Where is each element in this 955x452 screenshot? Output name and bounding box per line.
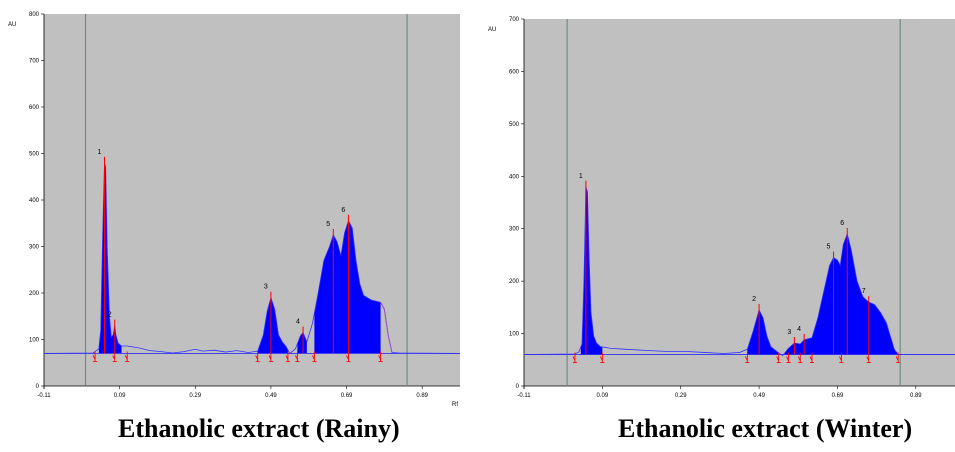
y-tick-label: 200 (29, 291, 40, 297)
y-tick-label: 100 (509, 332, 520, 338)
y-tick-label: 500 (29, 152, 40, 158)
integration-marker (866, 352, 871, 363)
integration-marker (294, 351, 300, 362)
y-tick-label: 700 (509, 17, 520, 23)
y-tick-label: 400 (29, 198, 40, 204)
peak-label: 5 (326, 221, 330, 228)
peak-label: 3 (264, 284, 268, 291)
peak-label: 2 (752, 296, 756, 303)
peak-label: 7 (862, 288, 866, 295)
y-tick-label: 100 (29, 338, 40, 344)
integration-marker (744, 352, 750, 363)
peak-area (784, 233, 899, 355)
x-tick-label: 0.29 (675, 393, 687, 399)
integration-marker (92, 351, 98, 362)
peak-area (747, 309, 779, 355)
y-tick-label: 600 (509, 69, 520, 75)
peak-label: 1 (98, 149, 102, 156)
peak-area (257, 297, 288, 354)
chromatogram-tail (380, 302, 393, 353)
y-tick-label: 800 (29, 12, 40, 18)
x-tick-label: 0.69 (341, 393, 353, 399)
peak-label: 6 (341, 207, 345, 214)
peak-label: 1 (579, 173, 583, 180)
integration-marker (285, 351, 290, 362)
x-tick-label: 0.09 (114, 393, 126, 399)
x-axis-label-rainy: Rf (452, 402, 458, 408)
y-tick-label: 0 (36, 384, 40, 390)
integration-marker (268, 351, 273, 362)
chart-title-rainy: Ethanolic extract (Rainy) (118, 414, 400, 443)
integration-marker (599, 352, 605, 363)
peak-label: 3 (787, 329, 791, 336)
integration-marker (346, 351, 351, 362)
peak-label: 6 (840, 220, 844, 227)
y-axis-label-rainy: AU (8, 22, 16, 28)
chart-title-winter: Ethanolic extract (Winter) (618, 414, 913, 443)
x-tick-label: 0.09 (597, 393, 609, 399)
integration-marker (776, 352, 781, 363)
y-tick-label: 700 (29, 59, 40, 65)
peak-area (314, 220, 381, 354)
integration-marker (895, 352, 901, 363)
peak-label: 4 (797, 326, 801, 333)
integration-marker (311, 351, 317, 362)
y-tick-label: 300 (29, 245, 40, 251)
x-tick-label: -0.11 (517, 393, 531, 399)
y-tick-label: 600 (29, 105, 40, 111)
x-tick-label: 0.29 (189, 393, 201, 399)
peak-label: 4 (296, 319, 300, 326)
integration-marker (112, 351, 117, 362)
x-tick-label: -0.11 (37, 393, 51, 399)
chart-rainy: 1 2 3 4 5 6 0 100 200 300 400 500 600 700 800 -0.11 0.09… (8, 12, 461, 408)
x-tick-label: 0.49 (265, 393, 277, 399)
x-tick-label: 0.49 (753, 393, 765, 399)
peak-label: 2 (108, 312, 112, 319)
integration-marker (255, 351, 260, 362)
x-tick-label: 0.89 (910, 393, 922, 399)
integration-marker (786, 352, 791, 363)
chart-winter: 1 2 3 4 5 6 7 0 100 200 300 400 500 600 700 -0.11 0.09 0.… (488, 17, 955, 399)
x-tick-label: 0.89 (416, 393, 428, 399)
chromatogram-trace (523, 186, 955, 357)
y-tick-label: 0 (516, 384, 520, 390)
integration-marker (809, 352, 814, 363)
plot-area (44, 14, 460, 386)
integration-marker (797, 352, 803, 363)
integration-marker (378, 351, 383, 362)
x-tick-label: 0.69 (832, 393, 844, 399)
chromatogram-trace (43, 162, 461, 355)
y-tick-label: 500 (509, 122, 520, 128)
y-tick-label: 400 (509, 174, 520, 180)
integration-marker (124, 351, 130, 362)
y-axis-label-winter: AU (488, 27, 496, 33)
y-tick-label: 300 (509, 227, 520, 233)
peak-label: 5 (827, 244, 831, 251)
y-tick-label: 200 (509, 279, 520, 285)
integration-marker (838, 352, 844, 363)
integration-marker (572, 352, 577, 363)
